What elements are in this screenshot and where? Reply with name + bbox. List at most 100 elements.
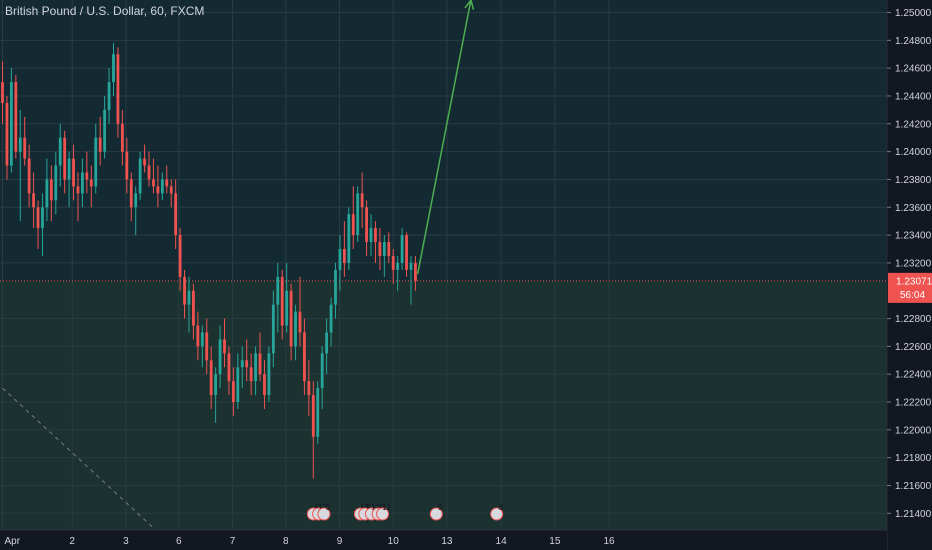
candle-body: [58, 137, 62, 166]
candle: [214, 367, 218, 423]
time-tick-label: 16: [603, 536, 615, 547]
candle-body: [205, 332, 209, 361]
candle: [85, 151, 89, 194]
candle: [236, 353, 240, 409]
event-count-label: 3: [326, 503, 331, 512]
candle: [263, 360, 266, 409]
candle-body: [14, 82, 18, 152]
candle-body: [152, 179, 155, 187]
candle-body: [382, 242, 386, 256]
candle: [147, 151, 151, 187]
candle: [27, 144, 31, 208]
candle: [276, 262, 280, 333]
candle-body: [263, 374, 266, 396]
candle: [129, 172, 133, 222]
candle-body: [356, 193, 360, 236]
candle-body: [271, 304, 275, 354]
candle-body: [342, 249, 346, 263]
candle-body: [85, 172, 89, 180]
time-axis[interactable]: Apr 2 3 6 7 8 9 10 13 14 15 16: [0, 529, 887, 550]
candle: [125, 137, 129, 194]
event-count-label: 13: [360, 503, 369, 512]
candle: [240, 346, 244, 389]
time-tick-label: 6: [176, 536, 182, 547]
candle-body: [27, 158, 31, 194]
candle: [81, 158, 84, 208]
candle: [205, 318, 209, 375]
time-tick-label: 15: [549, 536, 561, 547]
lower-zone-fill: [0, 280, 887, 530]
candle-body: [187, 290, 191, 305]
candle-body: [320, 353, 324, 389]
candle: [280, 269, 284, 340]
candle-body: [178, 235, 182, 277]
candle-body: [236, 367, 240, 403]
candle-body: [338, 249, 342, 270]
candle: [360, 172, 364, 229]
candle-body: [231, 381, 235, 403]
candle: [94, 123, 98, 194]
candle-body: [303, 332, 306, 382]
candle-body: [316, 388, 320, 437]
time-tick-label: 14: [496, 536, 508, 547]
candle-body: [23, 137, 27, 159]
candle-body: [183, 276, 186, 305]
candle: [41, 193, 44, 256]
candle: [347, 207, 351, 270]
candle: [192, 283, 195, 340]
time-tick-label: 9: [337, 536, 343, 547]
candle: [152, 158, 155, 194]
candle: [307, 360, 311, 416]
candle: [396, 255, 400, 291]
candle: [267, 346, 271, 403]
candle: [209, 346, 213, 409]
candle: [258, 332, 262, 382]
candle: [285, 262, 289, 333]
candle-body: [1, 82, 4, 103]
candle-body: [360, 193, 364, 208]
candle: [298, 276, 302, 347]
candle: [165, 165, 169, 194]
candle: [311, 381, 315, 479]
price-tick-label: 1.24200: [895, 119, 932, 130]
candle-body: [45, 179, 49, 208]
candle-body: [400, 235, 404, 263]
candle-body: [41, 207, 44, 229]
candle-body: [405, 235, 408, 270]
projection-arrow[interactable]: [416, 0, 475, 275]
candle-body: [378, 242, 382, 256]
candle: [72, 144, 75, 201]
price-tick-label: 1.23400: [895, 231, 932, 242]
candle: [329, 297, 333, 347]
candle: [227, 346, 231, 396]
time-tick-label: 2: [69, 536, 75, 547]
event-marker: 3: [317, 503, 331, 521]
candle-body: [223, 339, 226, 354]
candle-body: [245, 360, 249, 368]
candle: [400, 228, 404, 270]
candle: [338, 235, 342, 291]
event-marker: 9: [429, 503, 443, 521]
candle-body: [311, 395, 315, 437]
candle: [174, 179, 178, 250]
diagonal-trendline[interactable]: [2, 387, 157, 531]
candle: [36, 200, 40, 250]
candle-body: [107, 82, 111, 110]
candle-body: [267, 353, 271, 396]
event-flag-icon: [490, 507, 504, 521]
candle-body: [63, 137, 67, 180]
candle-body: [334, 269, 337, 305]
candle: [160, 172, 164, 201]
candle-body: [409, 262, 413, 270]
candle-body: [9, 82, 13, 166]
candle: [271, 290, 275, 368]
candle: [67, 151, 71, 208]
candle-body: [125, 151, 129, 180]
candle: [334, 262, 337, 319]
candle: [405, 232, 408, 277]
candle-body: [329, 304, 333, 333]
candle: [249, 353, 253, 396]
candle: [116, 47, 120, 138]
